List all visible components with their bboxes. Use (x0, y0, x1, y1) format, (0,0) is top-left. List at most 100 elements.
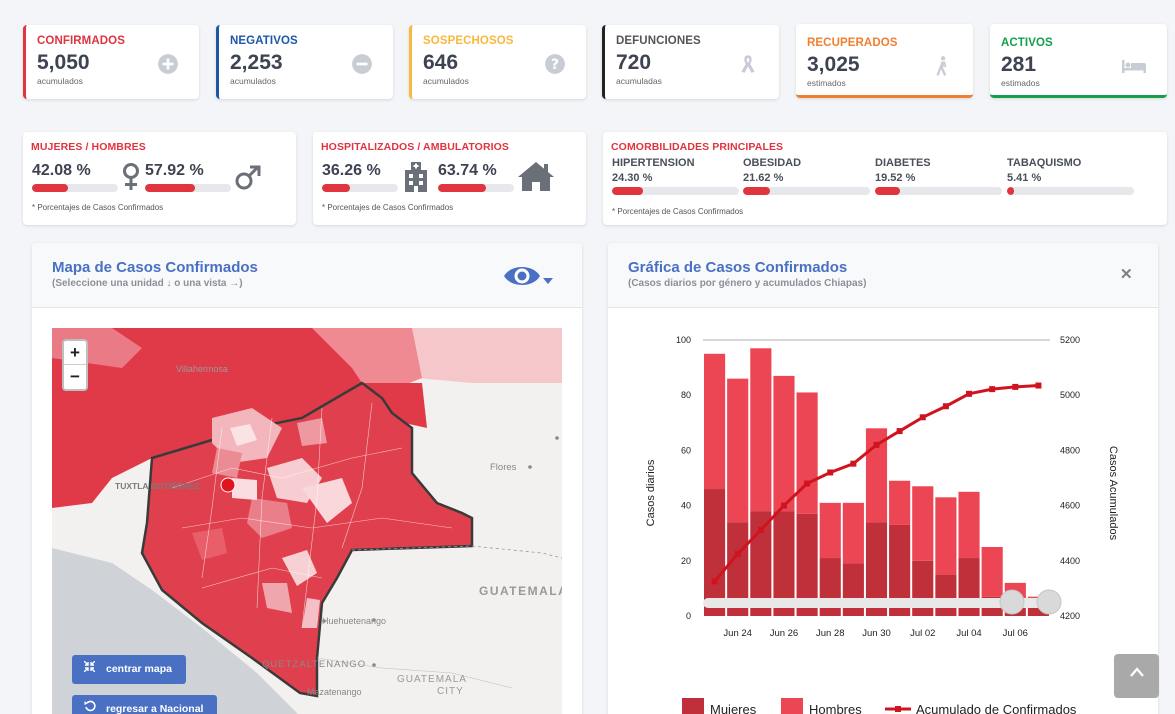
bar-mujeres (796, 513, 818, 616)
back-national-button[interactable]: regresar a Nacional (72, 695, 218, 714)
bar-mujeres (773, 511, 795, 616)
comorbidity-hipertension: HIPERTENSION 24.30 % (612, 157, 739, 195)
bar-mujeres (889, 524, 911, 616)
hospital-note: * Porcentajes de Casos Confirmados (322, 203, 454, 212)
bar-mujeres (865, 522, 888, 616)
bar-hombres (865, 428, 888, 523)
ribbon-icon (741, 55, 755, 73)
stat-title: NEGATIVOS (230, 35, 298, 47)
stat-value: 281 (1001, 53, 1037, 76)
stat-title: ACTIVOS (1001, 37, 1053, 49)
bar-hombres (727, 378, 749, 523)
comorbidities-title: COMORBILIDADES PRINCIPALES (611, 141, 784, 153)
stat-card-defunciones[interactable]: DEFUNCIONES 720 acumuladas (602, 25, 779, 99)
y-tick-label: 20 (681, 556, 691, 566)
men-bar (145, 184, 231, 192)
point-acumulado (757, 526, 764, 533)
hospitalized-percent: 36.26 % (322, 162, 381, 179)
male-icon (235, 165, 261, 190)
point-acumulado (896, 428, 903, 435)
y2-axis-label: Casos Acumulados (1107, 446, 1119, 541)
stat-title: DEFUNCIONES (616, 35, 701, 47)
map-label-mazatenango: Mazatenango (307, 687, 362, 697)
map-canvas (52, 328, 562, 714)
map-label-tuxtla: TUXTLA GUTIÉRREZ (115, 481, 200, 491)
chart-panel-subtitle: (Casos diarios por género y acumulados C… (628, 278, 867, 289)
chart-panel-header: Gráfica de Casos Confirmados (Casos diar… (608, 243, 1158, 308)
bar-mujeres (935, 574, 957, 616)
ambulatory-percent: 63.74 % (438, 162, 497, 179)
bar-hombres (750, 348, 772, 512)
stat-card-sospechosos[interactable]: SOSPECHOSOS 646 acumulados ? (409, 25, 586, 99)
map-label-quetzaltenango: QUETZALTENANGO (262, 659, 367, 670)
comorbidity-name: TABAQUISMO (1007, 157, 1082, 169)
map-label-huehuetenango: Huehuetenango (322, 616, 387, 626)
comorbidity-bar (1007, 187, 1134, 195)
gender-card: MUJERES / HOMBRES 42.08 % 57.92 % * Porc… (23, 132, 296, 225)
zoom-control: + − (62, 339, 88, 391)
stat-sub: estimados (1001, 78, 1040, 88)
point-acumulado (1035, 382, 1042, 389)
x-tick-label: Jun 26 (770, 628, 799, 639)
comorbidity-obesidad: OBESIDAD 21.62 % (743, 157, 870, 195)
close-button[interactable]: ✕ (1120, 266, 1133, 283)
y-tick-label: 60 (681, 445, 691, 455)
y-axis-label: Casos diarios (645, 459, 657, 526)
stat-title: RECUPERADOS (807, 37, 898, 49)
eye-icon (504, 267, 540, 285)
zoom-out-button[interactable]: − (70, 367, 80, 386)
bar-hombres (912, 486, 934, 561)
stat-value: 720 (616, 51, 652, 74)
chart-panel: Gráfica de Casos Confirmados (Casos diar… (608, 243, 1158, 714)
y-tick-label: 80 (681, 390, 691, 400)
point-acumulado (827, 469, 834, 476)
y2-tick-label: 4400 (1060, 556, 1080, 566)
stat-card-negativos[interactable]: NEGATIVOS 2,253 acumulados (216, 25, 393, 99)
point-acumulado (919, 414, 926, 421)
scroll-to-top-button[interactable] (1114, 654, 1159, 698)
walking-icon (936, 56, 947, 76)
range-handle-left (999, 589, 1025, 615)
legend-label-mujeres: Mujeres (710, 702, 757, 714)
point-acumulado (850, 460, 857, 467)
question-circle-icon: ? (545, 54, 565, 74)
x-tick-label: Jun 28 (816, 628, 845, 639)
center-map-button[interactable]: centrar mapa (72, 655, 186, 684)
bar-mujeres (727, 522, 749, 616)
stat-card-recuperados[interactable]: RECUPERADOS 3,025 estimados (796, 24, 973, 98)
point-acumulado (804, 480, 811, 487)
hospital-title: HOSPITALIZADOS / AMBULATORIOS (321, 141, 510, 153)
comorbidity-diabetes: DIABETES 19.52 % (875, 157, 1002, 195)
y-tick-label: 0 (686, 611, 691, 621)
y2-tick-label: 4200 (1060, 611, 1080, 621)
minus-circle-icon (352, 54, 372, 74)
comorbidity-bar (743, 187, 870, 195)
map-panel-subtitle: (Seleccione una unidad ↓ o una vista →) (52, 278, 243, 289)
zoom-in-button[interactable]: + (64, 341, 86, 365)
point-acumulado (734, 550, 741, 557)
range-slider-track (703, 598, 1053, 608)
svg-text:?: ? (551, 57, 559, 73)
bar-hombres (773, 375, 795, 512)
hospital-icon (405, 162, 427, 192)
legend-swatch-mujeres (682, 698, 704, 714)
point-acumulado (989, 386, 996, 393)
comorbidity-name: HIPERTENSION (612, 157, 695, 169)
comorbidities-note: * Porcentajes de Casos Confirmados (612, 207, 744, 216)
x-tick-label: Jun 30 (862, 628, 891, 639)
bar-mujeres (704, 489, 726, 616)
bar-mujeres (842, 563, 864, 616)
y2-tick-label: 4800 (1060, 445, 1080, 455)
stat-sub: acumulados (37, 76, 83, 86)
stat-card-activos[interactable]: ACTIVOS 281 estimados (990, 24, 1167, 98)
stat-card-confirmados[interactable]: CONFIRMADOS 5,050 acumulados (23, 25, 199, 99)
point-acumulado (1012, 383, 1019, 390)
map-view[interactable]: Villahermosa TUXTLA GUTIÉRREZ Flores GUA… (52, 328, 562, 714)
undo-icon (84, 695, 106, 714)
view-selector-button[interactable] (503, 262, 555, 290)
comorbidity-bar (612, 187, 739, 195)
stat-sub: acumulados (230, 76, 276, 86)
comorbidity-value: 21.62 % (743, 172, 784, 184)
y-tick-label: 100 (676, 335, 691, 345)
point-acumulado (966, 390, 973, 397)
